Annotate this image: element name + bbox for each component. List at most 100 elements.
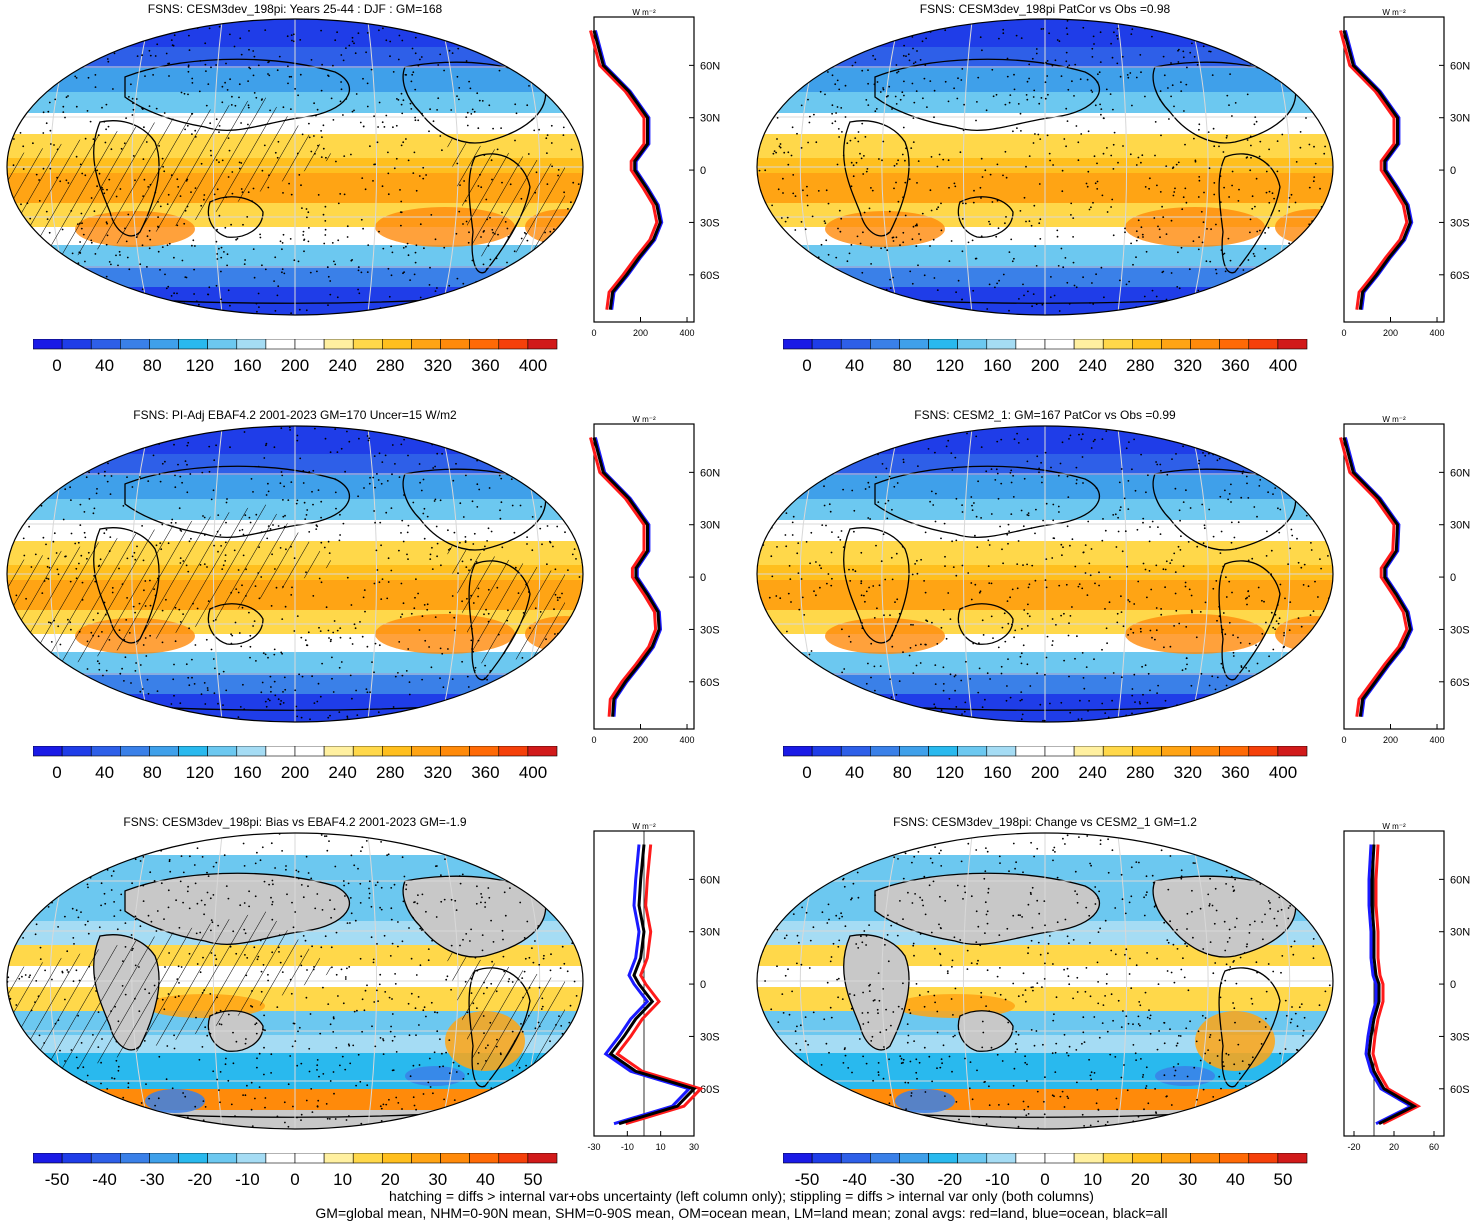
colorbar-swatch-2 bbox=[61, 746, 92, 757]
colorbar-swatch-18 bbox=[1277, 339, 1308, 350]
zonal-line-all bbox=[1367, 844, 1418, 1126]
colorbar-swatch-14 bbox=[411, 339, 441, 350]
colorbar-swatch-14 bbox=[411, 746, 441, 757]
colorbar-label-10: 360 bbox=[471, 356, 499, 375]
coastline-1 bbox=[874, 465, 1100, 538]
zonal-line-all bbox=[1342, 30, 1412, 310]
zonal-frame bbox=[1343, 830, 1445, 1137]
colorbar-swatch-16 bbox=[469, 746, 500, 757]
map-panel-2 bbox=[756, 18, 1334, 316]
colorbar-swatch-6 bbox=[928, 1153, 958, 1164]
colorbar-swatch-14 bbox=[411, 1153, 441, 1164]
colorbar-label-7: 10 bbox=[1083, 1170, 1102, 1189]
colorbar-label-1: 0 bbox=[52, 763, 61, 782]
zonal-x-label-1: 0 bbox=[1341, 328, 1346, 338]
coastline-1 bbox=[874, 872, 1100, 945]
colorbar-swatch-13 bbox=[382, 746, 412, 757]
zonal-line-all bbox=[608, 844, 697, 1126]
colorbar-swatch-4 bbox=[120, 339, 150, 350]
zonal-lat-label-60S: 60S bbox=[700, 677, 720, 689]
colorbar-swatch-14 bbox=[1161, 339, 1191, 350]
coastline-5 bbox=[957, 196, 1014, 238]
zonal-lat-label-30S: 30S bbox=[1450, 217, 1470, 229]
colorbar-swatch-16 bbox=[469, 339, 500, 350]
colorbar-swatch-10 bbox=[1044, 746, 1075, 757]
map-panel-4 bbox=[756, 425, 1334, 723]
colorbar-label-4: -20 bbox=[188, 1170, 213, 1189]
colorbar-label-1: -50 bbox=[45, 1170, 70, 1189]
footer-note-1: hatching = diffs > internal var+obs unce… bbox=[389, 1188, 1094, 1204]
colorbar-label-4: 120 bbox=[186, 356, 214, 375]
colorbar-label-8: 280 bbox=[1126, 763, 1154, 782]
zonal-lat-label-30S: 30S bbox=[700, 217, 720, 229]
colorbar-swatch-17 bbox=[1248, 1153, 1279, 1164]
zonal-lat-label-60N: 60N bbox=[1450, 874, 1470, 886]
zonal-lat-label-0: 0 bbox=[1450, 572, 1456, 584]
zonal-lat-label-60N: 60N bbox=[1450, 467, 1470, 479]
colorbar-swatch-9 bbox=[265, 746, 296, 757]
colorbar-label-2: -40 bbox=[92, 1170, 117, 1189]
zonal-x-label-2: 200 bbox=[1383, 735, 1398, 745]
colorbar-label-3: -30 bbox=[890, 1170, 915, 1189]
panel-title-1: FSNS: CESM3dev_198pi: Years 25-44 : DJF … bbox=[147, 2, 443, 16]
zonal-lat-label-0: 0 bbox=[1450, 165, 1456, 177]
coastline-3 bbox=[1152, 61, 1297, 144]
zonal-lat-label-30N: 30N bbox=[700, 113, 720, 125]
colorbar-label-3: -30 bbox=[140, 1170, 165, 1189]
colorbar-label-3: 80 bbox=[893, 763, 912, 782]
coastline-3 bbox=[402, 875, 547, 958]
colorbar-swatch-15 bbox=[440, 746, 470, 757]
colorbar-swatch-12 bbox=[1102, 339, 1133, 350]
colorbar-label-8: 280 bbox=[1126, 356, 1154, 375]
zonal-unit-label: W m⁻² bbox=[632, 8, 656, 17]
graticule-lon bbox=[962, 19, 973, 315]
graticule-lon bbox=[962, 426, 973, 722]
zonal-lat-label-0: 0 bbox=[700, 572, 706, 584]
zonal-mean-panel-4: W m⁻² 60N 30N 0 30S 60S 0 200 400 bbox=[1339, 415, 1470, 745]
colorbar-swatch-14 bbox=[1161, 746, 1191, 757]
colorbar-swatch-9 bbox=[265, 339, 296, 350]
zonal-lat-label-60N: 60N bbox=[700, 874, 720, 886]
colorbar-label-7: 240 bbox=[328, 763, 356, 782]
colorbar-swatch-11 bbox=[323, 746, 354, 757]
zonal-unit-label: W m⁻² bbox=[1382, 822, 1406, 831]
graticule-lon bbox=[367, 19, 378, 315]
colorbar-swatch-8 bbox=[236, 1153, 267, 1164]
colorbar-swatch-10 bbox=[1044, 339, 1075, 350]
colorbar-swatch-15 bbox=[1190, 339, 1220, 350]
colorbar-swatch-15 bbox=[1190, 1153, 1220, 1164]
coastline-4 bbox=[1218, 967, 1281, 1088]
zonal-line-land bbox=[589, 437, 658, 717]
zonal-lat-label-30N: 30N bbox=[1450, 520, 1470, 532]
zonal-x-label-3: 400 bbox=[680, 735, 695, 745]
colorbar-label-9: 30 bbox=[428, 1170, 447, 1189]
colorbar-label-7: 240 bbox=[1078, 763, 1106, 782]
zonal-lat-label-60N: 60N bbox=[1450, 60, 1470, 72]
colorbar-label-3: 80 bbox=[893, 356, 912, 375]
colorbar-swatch-3 bbox=[90, 746, 121, 757]
anomaly-3 bbox=[7, 1111, 135, 1129]
colorbar-label-5: -10 bbox=[235, 1170, 260, 1189]
colorbar-swatch-1 bbox=[33, 746, 63, 757]
colorbar-swatch-7 bbox=[207, 339, 238, 350]
colorbar-label-8: 280 bbox=[376, 356, 404, 375]
colorbar-swatch-17 bbox=[498, 746, 529, 757]
colorbar-label-1: -50 bbox=[795, 1170, 820, 1189]
colorbar-swatch-3 bbox=[90, 339, 121, 350]
colorbar-label-2: 40 bbox=[95, 763, 114, 782]
zonal-unit-label: W m⁻² bbox=[1382, 8, 1406, 17]
map-panel-6 bbox=[756, 832, 1334, 1130]
colorbar-swatch-1 bbox=[783, 1153, 813, 1164]
zonal-lat-label-30S: 30S bbox=[1450, 624, 1470, 636]
colorbar-label-4: 120 bbox=[936, 356, 964, 375]
colorbar-swatch-4 bbox=[120, 1153, 150, 1164]
colorbar-swatch-12 bbox=[352, 339, 383, 350]
colorbar-swatch-17 bbox=[1248, 339, 1279, 350]
colorbar-label-4: -20 bbox=[938, 1170, 963, 1189]
colorbar-label-6: 0 bbox=[1040, 1170, 1049, 1189]
zonal-line-land bbox=[1371, 844, 1422, 1126]
zonal-lat-label-60S: 60S bbox=[1450, 1084, 1470, 1096]
coastline-1 bbox=[874, 58, 1100, 131]
colorbar-label-5: 160 bbox=[983, 356, 1011, 375]
zonal-line-land bbox=[1339, 437, 1409, 717]
